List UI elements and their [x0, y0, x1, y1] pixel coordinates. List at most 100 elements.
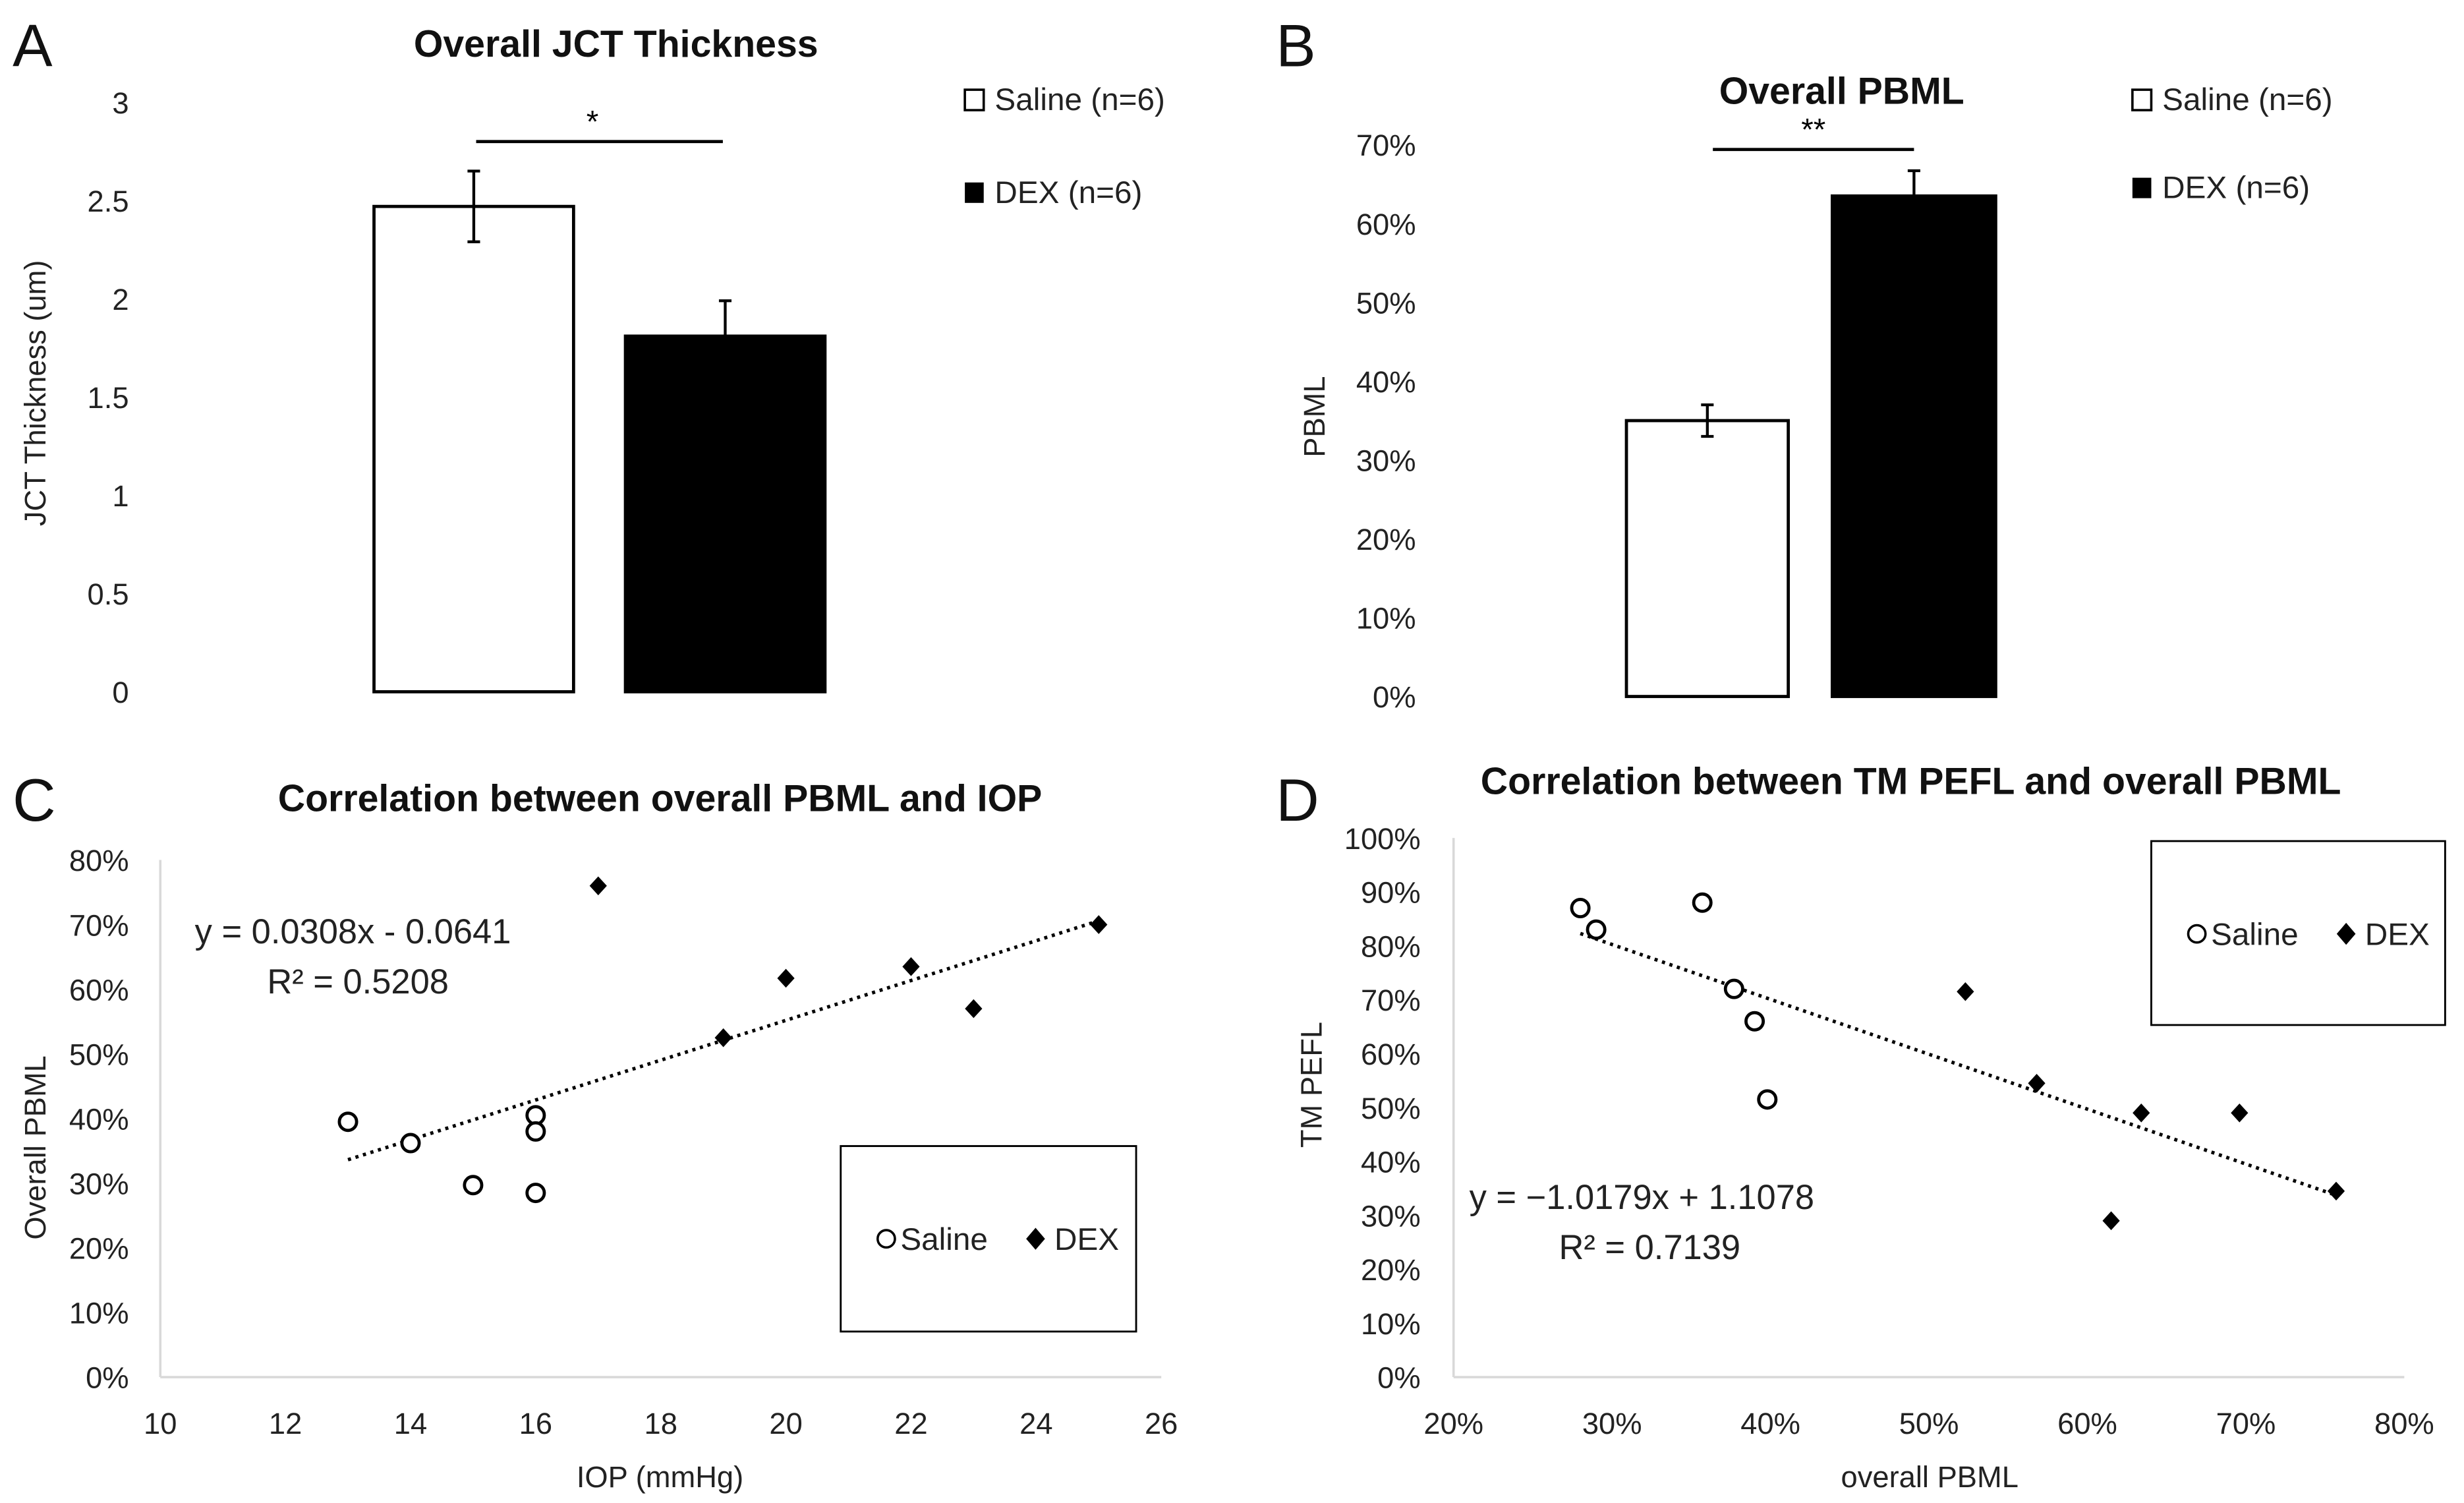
data-point-dex-c — [714, 1028, 732, 1047]
x-tick-label-c: 20 — [769, 1407, 802, 1440]
x-tick-label-c: 10 — [144, 1407, 177, 1440]
chart-title-c: Correlation between overall PBML and IOP — [278, 778, 1042, 820]
chart-title-b: Overall PBML — [1719, 71, 1964, 113]
y-tick-label-b: 70% — [1356, 129, 1416, 162]
data-point-saline-d — [1757, 1089, 1778, 1110]
legend-swatch-dex-b — [2132, 177, 2152, 198]
y-tick-label-d: 0% — [1377, 1361, 1420, 1395]
y-tick-label-c: 50% — [69, 1038, 129, 1071]
legend-marker-dex-d — [2336, 922, 2356, 945]
legend-label-saline-b: Saline (n=6) — [2162, 82, 2332, 117]
legend-label-dex-c: DEX — [1054, 1222, 1119, 1257]
data-point-saline-d — [1692, 892, 1713, 913]
data-point-saline-d — [1570, 897, 1591, 918]
y-tick-label-c: 0% — [86, 1361, 129, 1395]
y-tick-label-c: 20% — [69, 1232, 129, 1266]
data-point-dex-d — [2028, 1073, 2046, 1093]
x-tick-label-c: 22 — [894, 1407, 927, 1440]
x-tick-label-c: 18 — [645, 1407, 677, 1440]
y-tick-label-b: 60% — [1356, 208, 1416, 241]
trendline-equation-d: y = −1.0179x + 1.1078 — [1470, 1179, 1815, 1217]
x-tick-label-d: 40% — [1740, 1407, 1800, 1440]
y-axis-label-b: PBML — [1298, 376, 1331, 457]
x-axis-label-d: overall PBML — [1841, 1460, 2019, 1494]
chart-marks: 00.511.522.530%10%20%30%40%50%60%70%0%10… — [69, 86, 2434, 1440]
x-tick-label-d: 60% — [2057, 1407, 2117, 1440]
y-tick-label-d: 70% — [1361, 984, 1421, 1017]
x-tick-label-d: 50% — [1899, 1407, 1959, 1440]
error-bar-saline-a — [467, 169, 480, 243]
y-tick-label-a: 0 — [112, 676, 129, 709]
legend-marker-dex-c — [1026, 1227, 1045, 1250]
data-point-saline-c — [525, 1121, 546, 1142]
panel-letter-c: C — [13, 767, 55, 834]
data-point-dex-d — [2327, 1181, 2345, 1201]
y-tick-label-a: 3 — [112, 86, 129, 120]
x-tick-label-c: 24 — [1019, 1407, 1052, 1440]
y-tick-label-a: 1.5 — [88, 381, 129, 415]
legend-label-dex-a: DEX (n=6) — [994, 175, 1142, 210]
y-tick-label-c: 80% — [69, 844, 129, 877]
x-tick-label-c: 16 — [519, 1407, 552, 1440]
x-tick-label-d: 80% — [2374, 1407, 2434, 1440]
y-tick-label-c: 30% — [69, 1167, 129, 1201]
y-axis-label-c: Overall PBML — [18, 1055, 52, 1239]
y-tick-label-a: 2 — [112, 283, 129, 316]
y-tick-label-b: 0% — [1373, 680, 1416, 714]
legend-label-dex-d: DEX — [2365, 917, 2430, 952]
legend-label-saline-a: Saline (n=6) — [994, 82, 1164, 117]
y-tick-label-c: 10% — [69, 1297, 129, 1330]
x-tick-label-c: 14 — [394, 1407, 427, 1440]
y-tick-label-c: 40% — [69, 1102, 129, 1136]
y-tick-label-a: 0.5 — [88, 577, 129, 611]
chart-title-d: Correlation between TM PEFL and overall … — [1481, 760, 2341, 802]
chart-title-a: Overall JCT Thickness — [414, 23, 818, 65]
error-bar-dex-b — [1907, 169, 1920, 223]
legend-swatch-dex-a — [965, 182, 984, 203]
legend-swatch-saline-a — [963, 88, 985, 111]
data-point-saline-c — [337, 1111, 358, 1133]
trendline-equation-c: y = 0.0308x - 0.0641 — [195, 913, 511, 951]
legend-label-saline-c: Saline — [900, 1222, 988, 1257]
legend-box-c — [840, 1145, 1137, 1333]
x-tick-label-d: 30% — [1582, 1407, 1642, 1440]
trendline-r2-c: R² = 0.5208 — [267, 963, 449, 1001]
y-tick-label-d: 20% — [1361, 1253, 1421, 1287]
y-axis-label-a: JCT Thickness (um) — [18, 260, 52, 527]
x-tick-label-d: 70% — [2216, 1407, 2276, 1440]
y-tick-label-d: 80% — [1361, 929, 1421, 963]
y-tick-label-d: 90% — [1361, 876, 1421, 910]
data-point-saline-d — [1744, 1011, 1765, 1032]
y-tick-label-d: 10% — [1361, 1307, 1421, 1341]
y-tick-label-b: 40% — [1356, 365, 1416, 399]
data-point-dex-c — [1090, 915, 1108, 934]
data-point-dex-d — [2102, 1211, 2120, 1231]
y-axis-label-d: TM PEFL — [1294, 1022, 1328, 1148]
y-tick-label-a: 2.5 — [88, 185, 129, 218]
legend-box-d — [2150, 840, 2446, 1026]
panel-letter-d: D — [1276, 767, 1319, 834]
data-point-saline-d — [1723, 978, 1744, 999]
data-point-dex-d — [2133, 1103, 2150, 1123]
y-tick-label-b: 20% — [1356, 523, 1416, 556]
data-point-dex-d — [2231, 1103, 2249, 1123]
data-point-saline-c — [463, 1175, 484, 1196]
data-point-dex-c — [777, 968, 795, 988]
error-bar-dex-a — [718, 299, 732, 373]
significance-marker-a: * — [587, 104, 599, 139]
x-axis-label-c: IOP (mmHg) — [577, 1460, 743, 1494]
legend-label-saline-d: Saline — [2211, 917, 2299, 952]
y-tick-label-b: 50% — [1356, 286, 1416, 320]
data-point-dex-c — [589, 876, 607, 896]
bar-dex-b — [1831, 194, 1997, 698]
bar-saline-a — [372, 204, 575, 693]
legend-label-dex-b: DEX (n=6) — [2162, 171, 2310, 206]
y-tick-label-d: 40% — [1361, 1146, 1421, 1179]
error-bar-saline-b — [1701, 403, 1714, 438]
y-tick-label-c: 70% — [69, 908, 129, 942]
legend-marker-saline-d — [2187, 924, 2207, 944]
data-point-dex-c — [902, 957, 920, 976]
y-tick-label-c: 60% — [69, 973, 129, 1007]
trendline-r2-d: R² = 0.7139 — [1559, 1229, 1740, 1267]
